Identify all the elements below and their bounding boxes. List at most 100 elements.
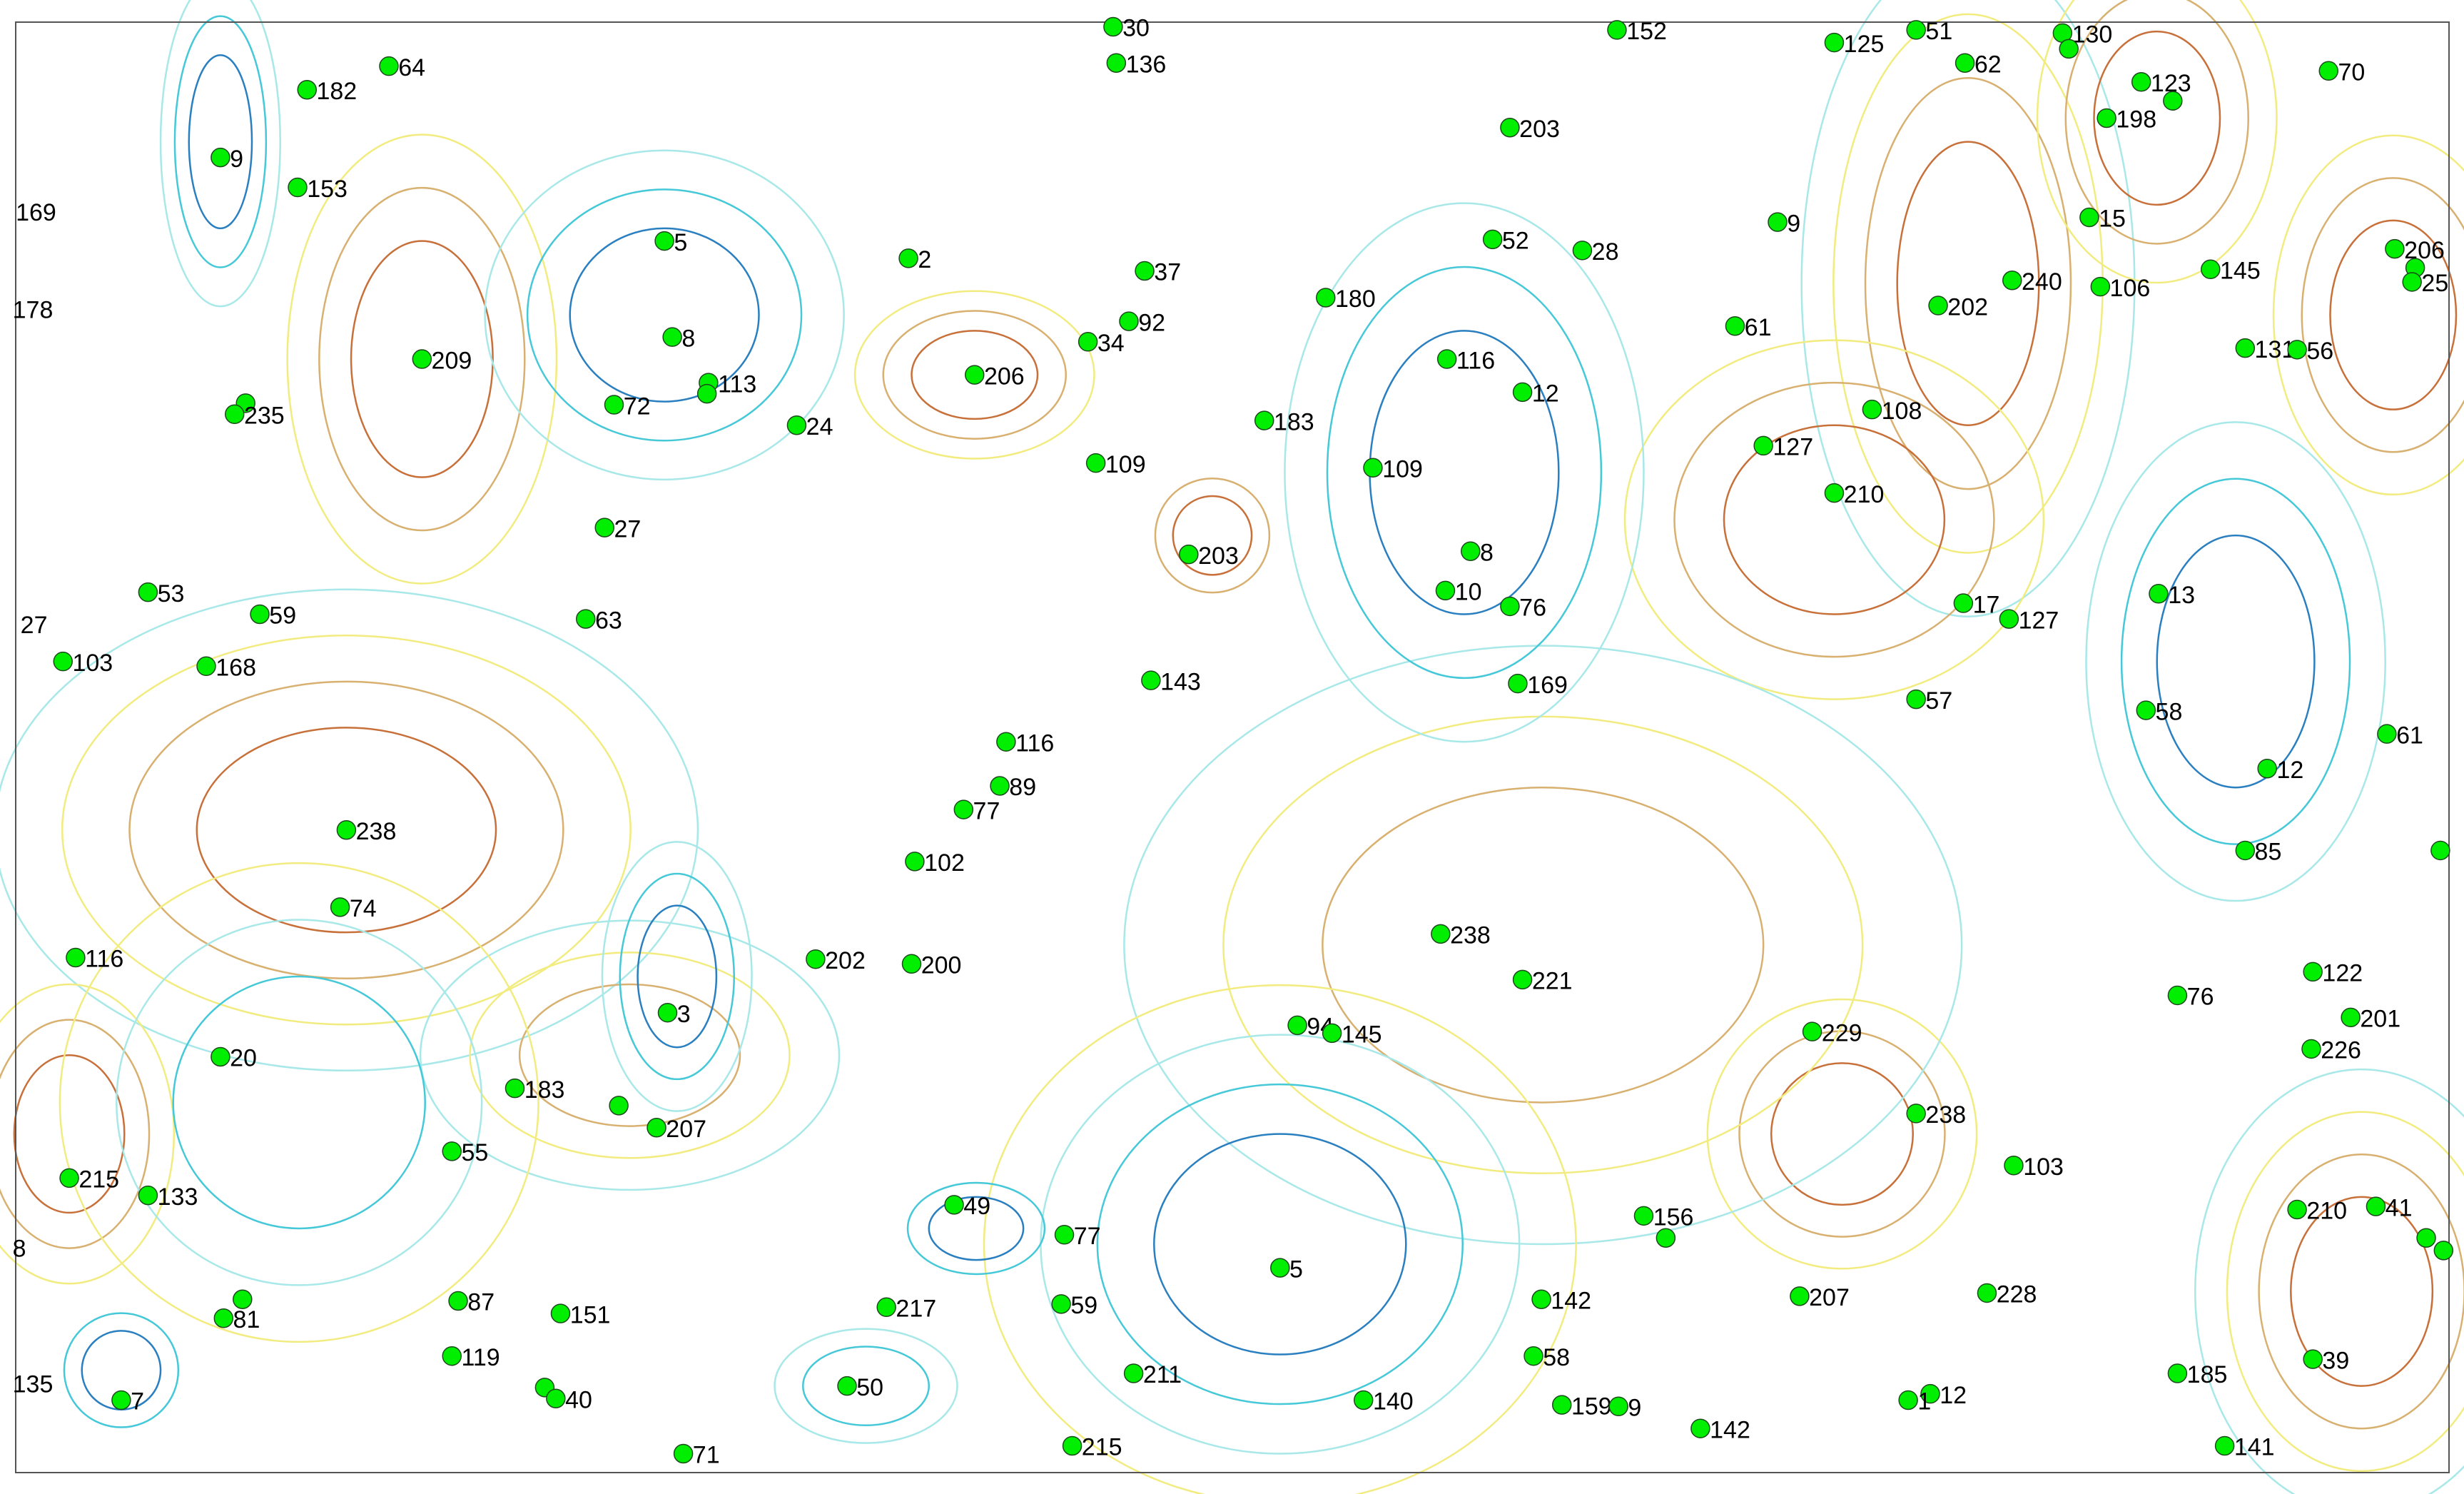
- sample-point[interactable]: 226: [2301, 1037, 2361, 1064]
- sample-point[interactable]: 50: [837, 1374, 883, 1401]
- sample-point[interactable]: 8: [1461, 539, 1494, 566]
- sample-point[interactable]: 5: [654, 229, 687, 256]
- point-marker[interactable]: [2136, 700, 2156, 720]
- sample-point[interactable]: 53: [138, 580, 184, 607]
- sample-point[interactable]: 228: [1977, 1281, 2037, 1308]
- sample-point[interactable]: 77: [1054, 1223, 1101, 1250]
- sample-point[interactable]: 130: [2052, 21, 2112, 49]
- point-marker[interactable]: [2366, 1196, 2386, 1216]
- point-marker[interactable]: [647, 1118, 666, 1138]
- sample-point[interactable]: 131: [2235, 336, 2295, 363]
- sample-point[interactable]: 238: [336, 818, 396, 845]
- sample-point[interactable]: 12: [1920, 1382, 1967, 1409]
- point-marker[interactable]: [1906, 1104, 1926, 1124]
- point-marker[interactable]: [1608, 1396, 1628, 1417]
- sample-point[interactable]: 55: [442, 1139, 488, 1166]
- sample-point[interactable]: 116: [996, 730, 1054, 757]
- sample-point[interactable]: 210: [1824, 481, 1884, 508]
- point-marker[interactable]: [2301, 1039, 2321, 1059]
- point-marker[interactable]: [1906, 689, 1926, 710]
- sample-point[interactable]: 211: [1123, 1361, 1182, 1388]
- sample-point[interactable]: 17: [1953, 591, 1999, 618]
- point-marker[interactable]: [111, 1390, 131, 1410]
- point-marker[interactable]: [505, 1078, 525, 1099]
- point-marker[interactable]: [898, 248, 918, 268]
- point-marker[interactable]: [2059, 39, 2079, 59]
- sample-point[interactable]: 76: [2167, 984, 2214, 1011]
- point-marker[interactable]: [1051, 1294, 1071, 1314]
- point-marker[interactable]: [1106, 53, 1127, 74]
- point-marker[interactable]: [2079, 207, 2099, 228]
- sample-point[interactable]: 109: [1363, 456, 1423, 483]
- point-marker[interactable]: [550, 1303, 571, 1323]
- point-marker[interactable]: [442, 1346, 462, 1366]
- sample-point[interactable]: 151: [550, 1301, 610, 1328]
- sample-point[interactable]: 106: [2090, 275, 2150, 302]
- point-marker[interactable]: [1435, 580, 1456, 601]
- point-marker[interactable]: [594, 518, 615, 537]
- point-marker[interactable]: [2430, 840, 2450, 861]
- sample-point[interactable]: [233, 1289, 253, 1310]
- sample-point[interactable]: 15: [2079, 206, 2126, 233]
- sample-point[interactable]: 5: [1270, 1256, 1303, 1283]
- sample-point[interactable]: 34: [1078, 330, 1125, 357]
- point-marker[interactable]: [225, 404, 245, 425]
- point-marker[interactable]: [1824, 32, 1845, 53]
- sample-point[interactable]: 58: [1523, 1344, 1570, 1371]
- point-marker[interactable]: [901, 954, 922, 974]
- point-marker[interactable]: [1824, 483, 1845, 503]
- point-marker[interactable]: [2090, 276, 2111, 297]
- point-marker[interactable]: [1508, 673, 1528, 694]
- point-marker[interactable]: [609, 1096, 629, 1116]
- sample-point[interactable]: 133: [138, 1183, 198, 1211]
- sample-point[interactable]: [2163, 91, 2183, 111]
- sample-point[interactable]: 102: [905, 849, 965, 877]
- sample-point[interactable]: 119: [442, 1344, 500, 1371]
- sample-point[interactable]: 70: [2318, 59, 2365, 86]
- point-marker[interactable]: [2303, 961, 2323, 982]
- sample-point[interactable]: 152: [1607, 18, 1667, 45]
- sample-point[interactable]: 27: [594, 515, 641, 542]
- sample-point[interactable]: [2430, 840, 2450, 861]
- sample-point[interactable]: 58: [2136, 698, 2182, 725]
- point-marker[interactable]: [1725, 316, 1745, 336]
- sample-point[interactable]: 159: [1551, 1393, 1612, 1420]
- point-marker[interactable]: [673, 1443, 694, 1464]
- point-marker[interactable]: [696, 383, 717, 404]
- point-marker[interactable]: [2235, 338, 2256, 358]
- point-marker[interactable]: [546, 1388, 566, 1409]
- sample-point[interactable]: 238: [1906, 1101, 1966, 1129]
- point-marker[interactable]: [442, 1141, 462, 1161]
- point-marker[interactable]: [1482, 229, 1503, 250]
- point-marker[interactable]: [1103, 16, 1123, 37]
- sample-point[interactable]: 207: [647, 1116, 706, 1143]
- point-marker[interactable]: [944, 1195, 964, 1215]
- point-marker[interactable]: [1270, 1258, 1290, 1278]
- sample-point[interactable]: 221: [1512, 968, 1573, 995]
- point-marker[interactable]: [2385, 238, 2405, 259]
- sample-point[interactable]: [2433, 1241, 2454, 1261]
- point-marker[interactable]: [1500, 596, 1520, 617]
- sample-point[interactable]: 103: [53, 650, 113, 677]
- sample-point[interactable]: 235: [225, 403, 285, 430]
- point-marker[interactable]: [2303, 1349, 2323, 1369]
- point-marker[interactable]: [2167, 985, 2188, 1006]
- point-marker[interactable]: [1135, 261, 1155, 281]
- point-marker[interactable]: [1898, 1390, 1918, 1410]
- sample-point[interactable]: 123: [2131, 70, 2191, 97]
- sample-point[interactable]: 20: [211, 1045, 257, 1072]
- sample-point[interactable]: 71: [673, 1442, 720, 1469]
- sample-point[interactable]: 3: [657, 1001, 691, 1028]
- sample-point[interactable]: 201: [2341, 1006, 2400, 1033]
- point-marker[interactable]: [1656, 1228, 1676, 1248]
- point-marker[interactable]: [138, 582, 158, 602]
- sample-point[interactable]: 81: [213, 1306, 260, 1333]
- sample-point[interactable]: 238: [1431, 922, 1491, 949]
- point-marker[interactable]: [213, 1308, 234, 1328]
- point-marker[interactable]: [2416, 1228, 2436, 1248]
- point-marker[interactable]: [2004, 1155, 2024, 1176]
- sample-point[interactable]: 9: [1768, 210, 1800, 237]
- point-marker[interactable]: [211, 147, 230, 168]
- point-marker[interactable]: [1753, 435, 1773, 456]
- point-marker[interactable]: [2433, 1241, 2454, 1261]
